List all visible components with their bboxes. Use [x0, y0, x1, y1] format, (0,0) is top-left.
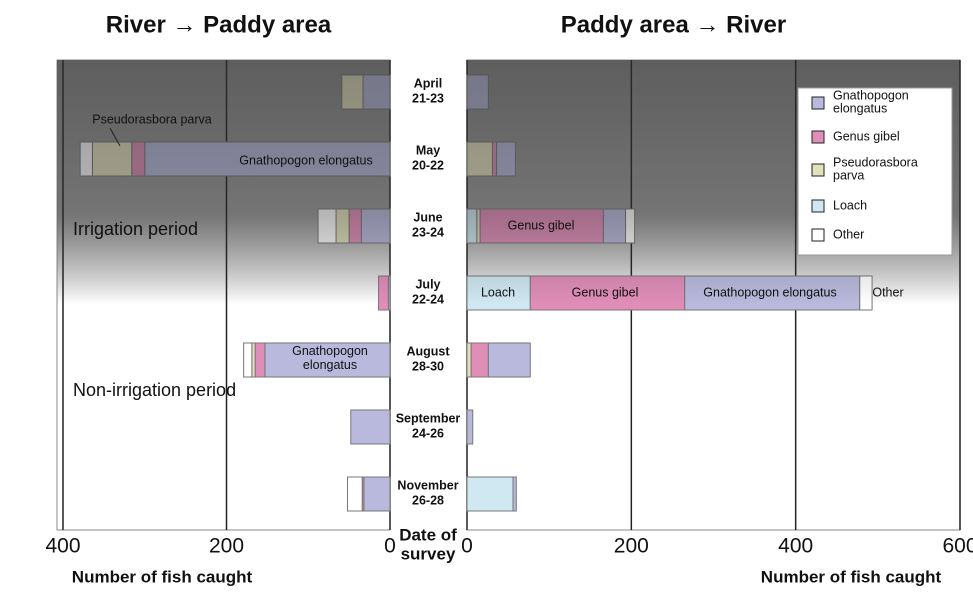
x-tick-label: 0 — [384, 535, 396, 558]
bar-segment — [348, 208, 362, 244]
bar-segment — [466, 409, 474, 445]
bar-segment — [350, 409, 391, 445]
x-axis-label: Number of fish caught — [761, 567, 942, 586]
bar-segment — [487, 342, 531, 378]
bar-segment — [91, 141, 133, 177]
bar-segment — [79, 141, 93, 177]
bar-segment — [466, 476, 514, 512]
x-axis-label: Number of fish caught — [72, 567, 253, 586]
legend-label: Gnathopogon elongatus — [833, 89, 909, 116]
category-label: May 20-22 — [412, 144, 444, 173]
legend-swatch — [811, 96, 825, 110]
annotation: Genus gibel — [572, 285, 639, 299]
legend-label: Other — [833, 227, 864, 241]
period-label: Non-irrigation period — [73, 380, 236, 400]
bar-segment — [378, 275, 389, 311]
x-tick-label: 400 — [45, 535, 80, 558]
legend-swatch — [811, 228, 825, 242]
plot-background — [56, 59, 391, 531]
bar-segment — [341, 74, 364, 110]
legend-swatch — [811, 163, 825, 177]
category-axis-label: Date of survey — [399, 526, 457, 564]
bar-segment — [466, 208, 478, 244]
bar-segment — [491, 141, 498, 177]
bar-segment — [317, 208, 337, 244]
x-tick-label: 200 — [614, 535, 649, 558]
bar-segment — [254, 342, 266, 378]
legend: Gnathopogon elongatus Genus gibel Pseudoras… — [797, 87, 953, 256]
bar-segment — [512, 476, 517, 512]
bar-segment — [131, 141, 146, 177]
annotation-leader — [109, 127, 121, 147]
bar-segment — [360, 208, 391, 244]
legend-label: Loach — [833, 198, 867, 212]
annotation: Gnathopogon elongatus — [703, 285, 836, 299]
bar-segment — [466, 141, 493, 177]
category-label: April 21-23 — [412, 77, 444, 106]
bar-segment — [466, 74, 489, 110]
x-tick-label: 200 — [209, 535, 244, 558]
bar-segment — [470, 342, 489, 378]
period-label: Irrigation period — [73, 219, 198, 239]
bar-segment — [859, 275, 873, 311]
bar-segment — [346, 476, 363, 512]
bar-segment — [496, 141, 516, 177]
bar-segment — [335, 208, 350, 244]
category-label: August 28-30 — [406, 345, 450, 374]
annotation: Other — [872, 285, 903, 299]
x-tick-label: 0 — [461, 535, 473, 558]
category-label: September 24-26 — [396, 412, 461, 441]
category-label: November 26-28 — [397, 479, 458, 508]
annotation: Gnathopogon elongatus — [239, 153, 372, 167]
bar-segment — [466, 342, 472, 378]
bar-segment — [362, 74, 391, 110]
x-tick-label: 400 — [778, 535, 813, 558]
legend-swatch — [811, 130, 825, 144]
x-tick-label: 600 — [942, 535, 973, 558]
legend-label: Pseudorasbora parva — [833, 156, 918, 183]
bar-segment — [625, 208, 636, 244]
chart-title: Paddy area → River — [561, 11, 786, 38]
bar-segment — [243, 342, 253, 378]
bar-segment — [363, 476, 391, 512]
legend-swatch — [811, 199, 825, 213]
annotation: Pseudorasbora parva — [92, 112, 212, 126]
category-label: June 23-24 — [412, 211, 444, 240]
annotation: Gnathopogon elongatus — [292, 344, 368, 372]
category-label: July 22-24 — [412, 278, 444, 307]
annotation: Loach — [481, 285, 515, 299]
bar-segment — [602, 208, 627, 244]
chart-title: River → Paddy area — [106, 11, 332, 38]
legend-label: Genus gibel — [833, 129, 900, 143]
annotation: Genus gibel — [508, 218, 575, 232]
